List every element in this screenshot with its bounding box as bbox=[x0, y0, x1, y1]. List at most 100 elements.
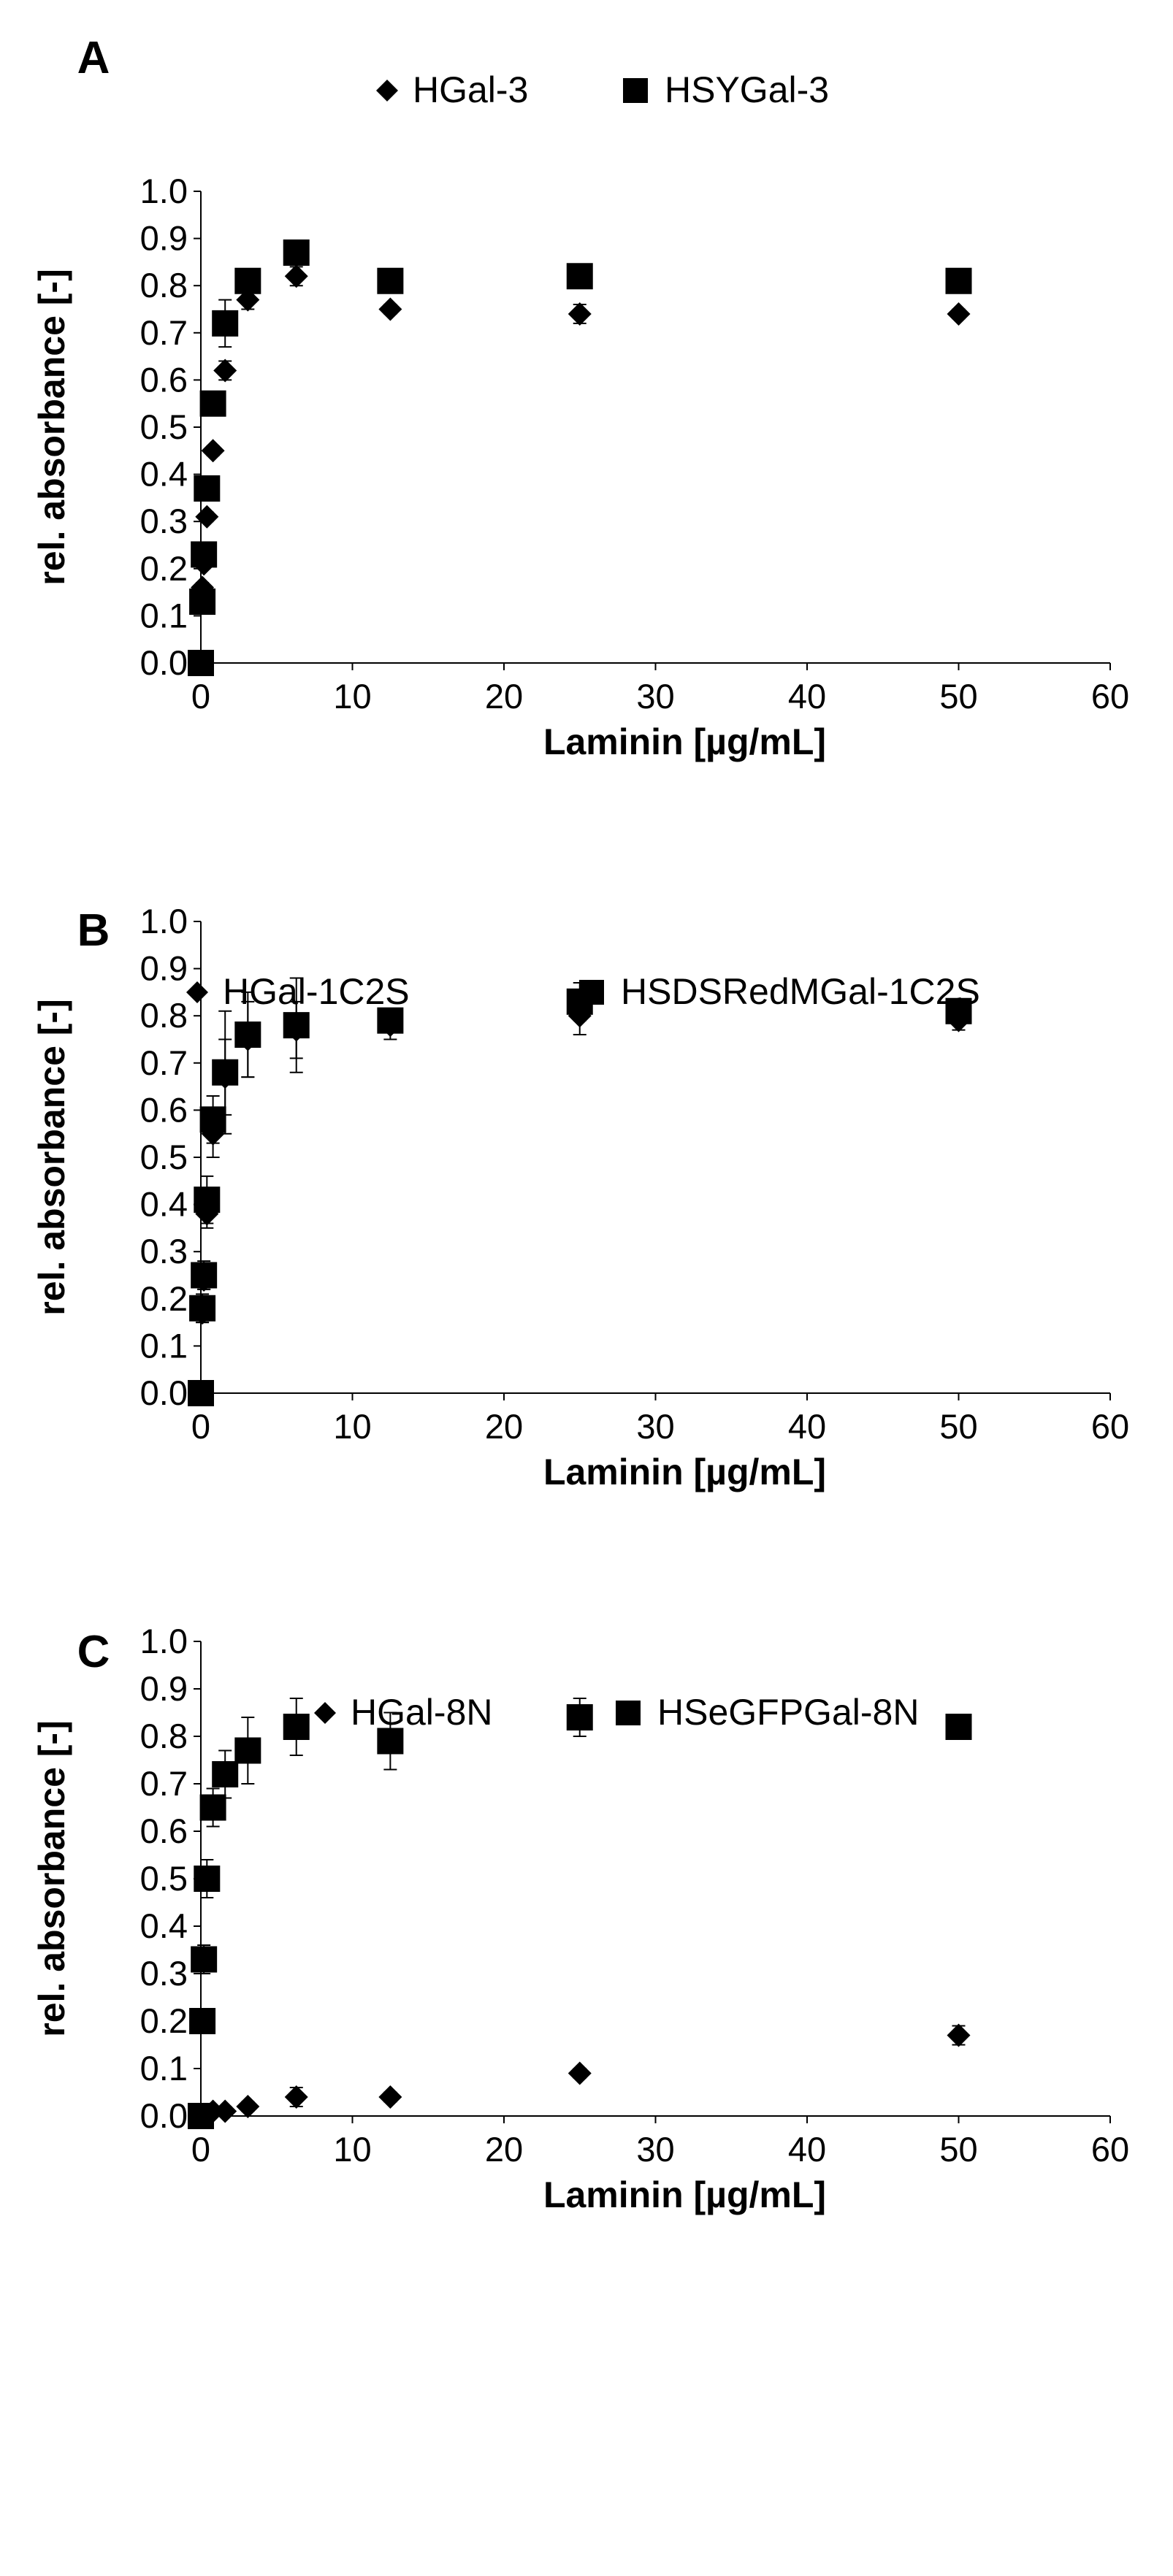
data-point-diamond bbox=[213, 2099, 237, 2123]
data-point-square bbox=[194, 475, 221, 502]
y-tick-label: 0.0 bbox=[140, 1373, 188, 1412]
y-tick-label: 0.2 bbox=[140, 1279, 188, 1318]
x-tick-label: 30 bbox=[636, 1407, 674, 1446]
y-tick-label: 0.5 bbox=[140, 407, 188, 446]
y-tick-label: 0.6 bbox=[140, 1090, 188, 1129]
legend-entry: HGal-8N bbox=[351, 1692, 492, 1733]
data-point-square bbox=[191, 1262, 218, 1289]
y-tick-label: 0.1 bbox=[140, 596, 188, 635]
data-point-square bbox=[188, 650, 214, 676]
x-tick-label: 40 bbox=[788, 677, 826, 716]
data-point-diamond bbox=[947, 2023, 971, 2047]
data-point-square bbox=[189, 2008, 216, 2034]
x-tick-label: 0 bbox=[191, 1407, 210, 1446]
y-tick-label: 0.9 bbox=[140, 219, 188, 258]
data-point-diamond bbox=[568, 2061, 592, 2085]
y-tick-label: 0.8 bbox=[140, 1717, 188, 1755]
data-point-square bbox=[199, 390, 226, 417]
data-point-square bbox=[283, 239, 310, 266]
x-tick-label: 0 bbox=[191, 2130, 210, 2169]
x-tick-label: 0 bbox=[191, 677, 210, 716]
x-tick-label: 60 bbox=[1091, 677, 1129, 716]
data-point-square bbox=[188, 1380, 214, 1406]
y-tick-label: 0.5 bbox=[140, 1859, 188, 1898]
x-tick-label: 50 bbox=[939, 2130, 977, 2169]
panel-label: C bbox=[77, 1627, 110, 1677]
data-point-square bbox=[234, 1737, 261, 1764]
data-point-square bbox=[283, 1012, 310, 1039]
y-tick-label: 0.9 bbox=[140, 949, 188, 988]
data-point-diamond bbox=[378, 297, 402, 321]
y-tick-label: 0.0 bbox=[140, 643, 188, 682]
y-tick-label: 0.8 bbox=[140, 996, 188, 1035]
data-point-square bbox=[566, 988, 593, 1015]
data-point-diamond bbox=[284, 264, 308, 288]
x-tick-label: 10 bbox=[333, 1407, 371, 1446]
legend-entry: HGal-3 bbox=[413, 69, 528, 110]
x-tick-label: 20 bbox=[485, 677, 523, 716]
data-point-square bbox=[188, 2103, 214, 2129]
data-point-diamond bbox=[947, 302, 971, 326]
data-point-square bbox=[945, 997, 972, 1024]
x-axis-title: Laminin [µg/mL] bbox=[543, 721, 826, 762]
data-point-square bbox=[566, 1704, 593, 1730]
data-point-square bbox=[212, 1059, 239, 1086]
y-axis-title: rel. absorbance [-] bbox=[31, 269, 72, 585]
y-tick-label: 0.3 bbox=[140, 1954, 188, 1993]
x-tick-label: 20 bbox=[485, 1407, 523, 1446]
x-tick-label: 30 bbox=[636, 2130, 674, 2169]
data-point-square bbox=[212, 310, 239, 337]
y-axis-title: rel. absorbance [-] bbox=[31, 999, 72, 1315]
y-tick-label: 0.2 bbox=[140, 2001, 188, 2040]
data-point-square bbox=[283, 1714, 310, 1740]
y-tick-label: 0.4 bbox=[140, 455, 188, 494]
x-tick-label: 30 bbox=[636, 677, 674, 716]
data-point-square bbox=[189, 589, 216, 616]
x-tick-label: 10 bbox=[333, 677, 371, 716]
x-tick-label: 10 bbox=[333, 2130, 371, 2169]
legend-marker-square bbox=[616, 1701, 641, 1725]
legend-entry: HSYGal-3 bbox=[665, 69, 829, 110]
y-tick-label: 0.3 bbox=[140, 1232, 188, 1270]
y-tick-label: 0.6 bbox=[140, 1812, 188, 1850]
y-tick-label: 0.6 bbox=[140, 360, 188, 399]
y-tick-label: 0.1 bbox=[140, 2049, 188, 2088]
y-tick-label: 0.4 bbox=[140, 1185, 188, 1224]
data-point-square bbox=[945, 1714, 972, 1740]
panel-c: C HGal-8N HSeGFPGal-8N 0.0 0.1 0.2 0.3 0.4 0.5 0.… bbox=[31, 1622, 1129, 2215]
y-tick-label: 0.8 bbox=[140, 266, 188, 304]
y-tick-label: 0.0 bbox=[140, 2096, 188, 2135]
y-tick-label: 0.2 bbox=[140, 549, 188, 588]
y-tick-label: 1.0 bbox=[140, 902, 188, 940]
data-point-square bbox=[566, 263, 593, 290]
data-point-square bbox=[234, 267, 261, 294]
x-tick-label: 50 bbox=[939, 677, 977, 716]
data-point-diamond bbox=[378, 2085, 402, 2109]
legend-marker-diamond bbox=[314, 1702, 336, 1724]
legend-entry: HSeGFPGal-8N bbox=[657, 1692, 919, 1733]
data-point-square bbox=[234, 1021, 261, 1049]
y-tick-label: 0.5 bbox=[140, 1138, 188, 1176]
data-point-square bbox=[945, 267, 972, 294]
data-point-square bbox=[212, 1761, 239, 1787]
data-point-square bbox=[191, 1946, 218, 1973]
x-tick-label: 60 bbox=[1091, 2130, 1129, 2169]
legend-entry: HSDSRedMGal-1C2S bbox=[621, 971, 980, 1012]
y-tick-label: 0.7 bbox=[140, 1043, 188, 1082]
y-tick-label: 0.7 bbox=[140, 1764, 188, 1803]
data-point-square bbox=[199, 1106, 226, 1133]
legend-marker-diamond bbox=[186, 981, 208, 1003]
data-point-square bbox=[194, 1187, 221, 1214]
data-point-diamond bbox=[213, 359, 237, 383]
x-tick-label: 60 bbox=[1091, 1407, 1129, 1446]
x-tick-label: 50 bbox=[939, 1407, 977, 1446]
data-point-square bbox=[377, 1007, 404, 1034]
data-point-square bbox=[377, 267, 404, 294]
legend-marker-square bbox=[623, 78, 648, 103]
x-axis-title: Laminin [µg/mL] bbox=[543, 2174, 826, 2215]
y-axis-title: rel. absorbance [-] bbox=[31, 1720, 72, 2036]
y-tick-label: 1.0 bbox=[140, 1622, 188, 1660]
data-point-square bbox=[191, 541, 218, 568]
